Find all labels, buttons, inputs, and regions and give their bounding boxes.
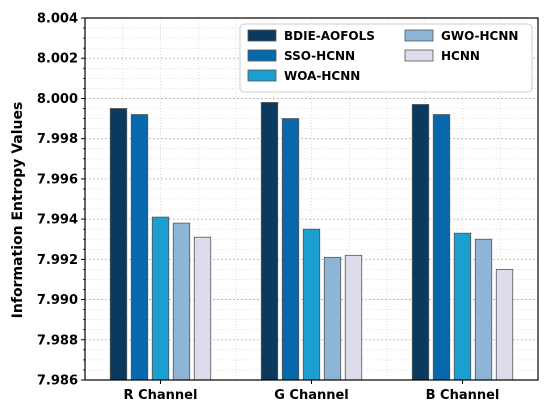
- y-tick-label: 7.998: [37, 132, 78, 147]
- bar-woa-hcnn-g-channel: [302, 228, 321, 381]
- bar-bdie-aofols-r-channel: [109, 108, 128, 381]
- bar-woa-hcnn-b-channel: [453, 232, 472, 381]
- legend-swatch: [247, 49, 277, 62]
- bar-gwo-hcnn-r-channel: [172, 222, 191, 381]
- bar-bdie-aofols-b-channel: [411, 104, 430, 381]
- y-tick-label: 7.992: [37, 253, 78, 268]
- y-tick-label: 8.004: [37, 12, 78, 27]
- legend-label: BDIE-AOFOLS: [284, 29, 375, 43]
- legend-box: [239, 23, 533, 93]
- y-tick-label: 7.990: [37, 293, 78, 308]
- legend-swatch: [247, 29, 277, 42]
- y-axis-ticks: 7.986 7.988 7.990 7.992 7.994 7.996 7.998 8.000…: [37, 12, 85, 389]
- y-tick-label: 7.988: [37, 333, 78, 348]
- bar-gwo-hcnn-g-channel: [323, 256, 342, 381]
- y-tick-label: 7.994: [37, 213, 78, 228]
- bar-gwo-hcnn-b-channel: [474, 238, 493, 381]
- x-tick-label: R Channel: [124, 388, 198, 403]
- y-tick-label: 8.000: [37, 92, 78, 107]
- legend-label: WOA-HCNN: [284, 69, 360, 83]
- x-axis-ticks: R Channel G Channel B Channel: [124, 380, 500, 403]
- legend-label: HCNN: [441, 49, 480, 63]
- bar-bdie-aofols-g-channel: [260, 102, 279, 381]
- x-tick-label: G Channel: [274, 388, 349, 403]
- bar-sso-hcnn-g-channel: [281, 118, 300, 381]
- y-tick-label: 8.002: [37, 52, 78, 67]
- bar-sso-hcnn-b-channel: [432, 114, 451, 381]
- legend: BDIE-AOFOLS SSO-HCNN WOA-HCNN GWO-HCNN HCNN: [239, 23, 533, 93]
- y-axis-title: Information Entropy Values: [10, 102, 26, 319]
- legend-swatch: [404, 29, 434, 42]
- bar-hcnn-b-channel: [495, 268, 514, 381]
- x-tick-label: B Channel: [426, 388, 500, 403]
- bar-woa-hcnn-r-channel: [151, 216, 170, 381]
- bar-hcnn-g-channel: [344, 254, 363, 381]
- legend-label: SSO-HCNN: [284, 49, 355, 63]
- legend-swatch: [247, 69, 277, 82]
- legend-label: GWO-HCNN: [441, 29, 518, 43]
- bar-sso-hcnn-r-channel: [130, 114, 149, 381]
- y-tick-label: 7.986: [37, 374, 78, 389]
- bar-hcnn-r-channel: [193, 236, 212, 381]
- bars: [109, 102, 514, 381]
- legend-swatch: [404, 49, 434, 62]
- y-tick-label: 7.996: [37, 172, 78, 187]
